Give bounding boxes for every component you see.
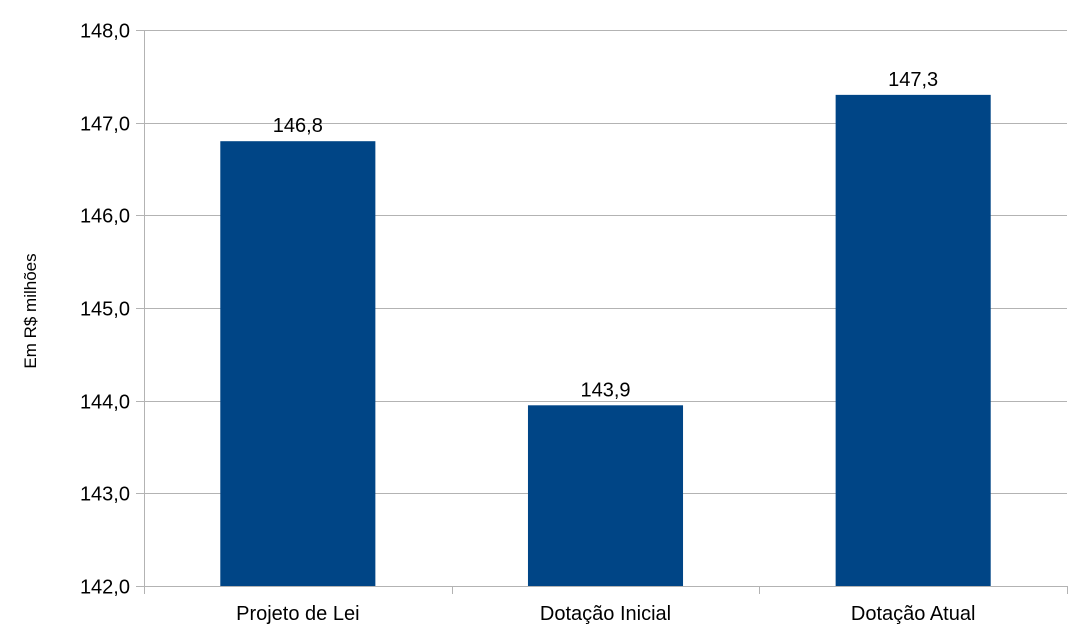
bar-value-label: 143,9 xyxy=(580,379,630,401)
x-category-label: Projeto de Lei xyxy=(236,603,359,625)
y-tick-label: 142,0 xyxy=(80,577,130,599)
y-tick-label: 148,0 xyxy=(80,21,130,43)
bar-value-label: 147,3 xyxy=(888,69,938,91)
y-tick-label: 144,0 xyxy=(80,392,130,414)
x-category-label: Dotação Inicial xyxy=(540,603,671,625)
axis-layer xyxy=(136,30,1068,594)
y-axis-title: Em R$ milhões xyxy=(21,253,40,368)
y-tick-label: 147,0 xyxy=(80,114,130,136)
label-layer: 142,0 143,0 144,0 145,0 146,0 147,0 148,0 146,8… xyxy=(80,21,975,626)
y-tick-label: 143,0 xyxy=(80,484,130,506)
bar-layer xyxy=(220,94,991,586)
bar-value-label: 146,8 xyxy=(273,115,323,137)
x-category-label: Dotação Atual xyxy=(851,603,976,625)
bar xyxy=(220,141,376,586)
bar xyxy=(527,405,684,586)
y-tick-label: 146,0 xyxy=(80,206,130,228)
bar xyxy=(835,94,991,586)
y-tick-label: 145,0 xyxy=(80,299,130,321)
